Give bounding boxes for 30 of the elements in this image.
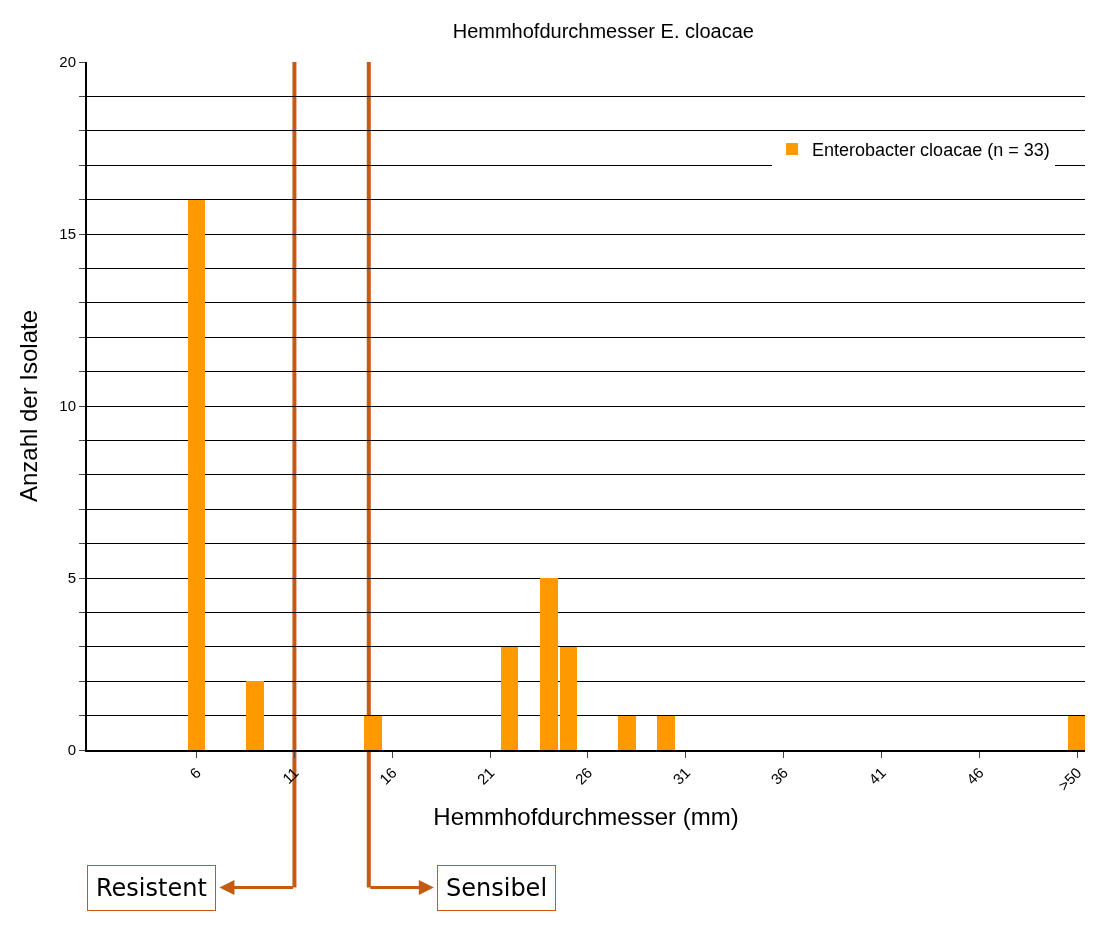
- legend-label: Enterobacter cloacae (n = 33): [812, 140, 1050, 161]
- y-axis-title: Anzahl der Isolate: [14, 309, 42, 503]
- x-tick-label: 46: [962, 763, 987, 788]
- bar: [618, 716, 636, 750]
- ref-line-label: Sensibel: [446, 874, 548, 902]
- y-tick-label: 5: [67, 569, 76, 587]
- x-tick-label: 31: [669, 763, 694, 788]
- bar: [364, 716, 382, 750]
- x-tick-label: 26: [571, 763, 596, 788]
- y-tick-label: 10: [59, 397, 76, 415]
- x-tick-label: 41: [865, 763, 889, 788]
- x-tick-label: >50: [1054, 763, 1085, 794]
- y-tick-label: 20: [59, 53, 76, 71]
- x-tick-label: 6: [186, 763, 204, 782]
- chart-title: Hemmhofdurchmesser E. cloacae: [452, 19, 754, 42]
- y-tick-label: 0: [67, 741, 76, 759]
- bar: [246, 681, 264, 750]
- bar: [501, 647, 518, 750]
- x-tick-label: 16: [375, 763, 400, 788]
- bar: [188, 200, 205, 750]
- bar: [540, 578, 558, 750]
- x-tick-label: 11: [278, 763, 302, 787]
- bar: [657, 716, 675, 750]
- x-axis-title: Hemmhofdurchmesser (mm): [433, 802, 739, 830]
- bar: [560, 647, 577, 750]
- ref-line-label: Resistent: [96, 874, 207, 902]
- bar: [1068, 716, 1085, 750]
- y-tick-label: 15: [59, 225, 76, 243]
- x-tick-label: 36: [767, 763, 792, 788]
- x-tick-label: 21: [473, 763, 498, 788]
